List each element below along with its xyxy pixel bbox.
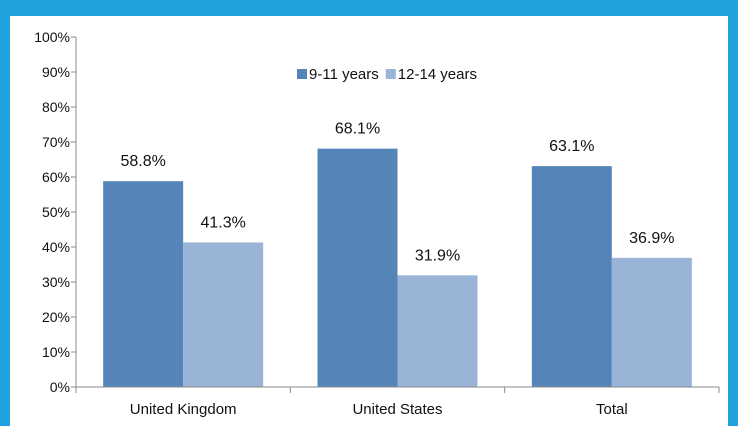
y-tick-label: 40% <box>42 239 70 255</box>
legend-swatch <box>385 69 396 79</box>
bar <box>103 181 184 387</box>
y-tick-label: 100% <box>34 29 70 45</box>
bars <box>103 148 692 387</box>
legend-label: 9-11 years <box>309 66 379 83</box>
data-label: 68.1% <box>335 121 380 138</box>
y-tick-label: 90% <box>42 64 70 80</box>
y-tick-label: 20% <box>42 309 70 325</box>
y-tick-label: 10% <box>42 344 70 360</box>
y-tick-label: 60% <box>42 169 70 185</box>
x-tick-label: United Kingdom <box>130 401 237 418</box>
data-label: 63.1% <box>549 138 594 155</box>
bar <box>317 148 398 387</box>
data-label: 31.9% <box>415 247 460 264</box>
y-tick-label: 50% <box>42 204 70 220</box>
legend-label: 12-14 years <box>398 66 477 83</box>
y-tick-label: 80% <box>42 99 70 115</box>
bar <box>183 242 264 387</box>
bar-chart: 0% 10% 20% 30% 40% 50% 60% 70% 80% 90% 100% 58.8% 4… <box>34 29 720 418</box>
bar <box>531 166 612 387</box>
legend-swatch <box>297 69 307 79</box>
x-tick-label: United States <box>352 401 442 418</box>
bar <box>397 275 478 387</box>
y-tick-label: 0% <box>50 379 70 395</box>
data-labels: 58.8% 41.3% 68.1% 31.9% 63.1% 36.9% <box>120 121 674 265</box>
x-axis: United Kingdom United States Total <box>75 386 720 418</box>
x-tick-label: Total <box>596 401 628 418</box>
y-tick-label: 30% <box>42 274 70 290</box>
y-axis: 0% 10% 20% 30% 40% 50% 60% 70% 80% 90% 100% <box>34 29 77 395</box>
data-label: 58.8% <box>120 153 165 170</box>
data-label: 36.9% <box>629 230 674 247</box>
data-label: 41.3% <box>200 214 245 231</box>
legend: 9-11 years 12-14 years <box>297 66 477 83</box>
bar <box>611 257 692 387</box>
y-tick-label: 70% <box>42 134 70 150</box>
